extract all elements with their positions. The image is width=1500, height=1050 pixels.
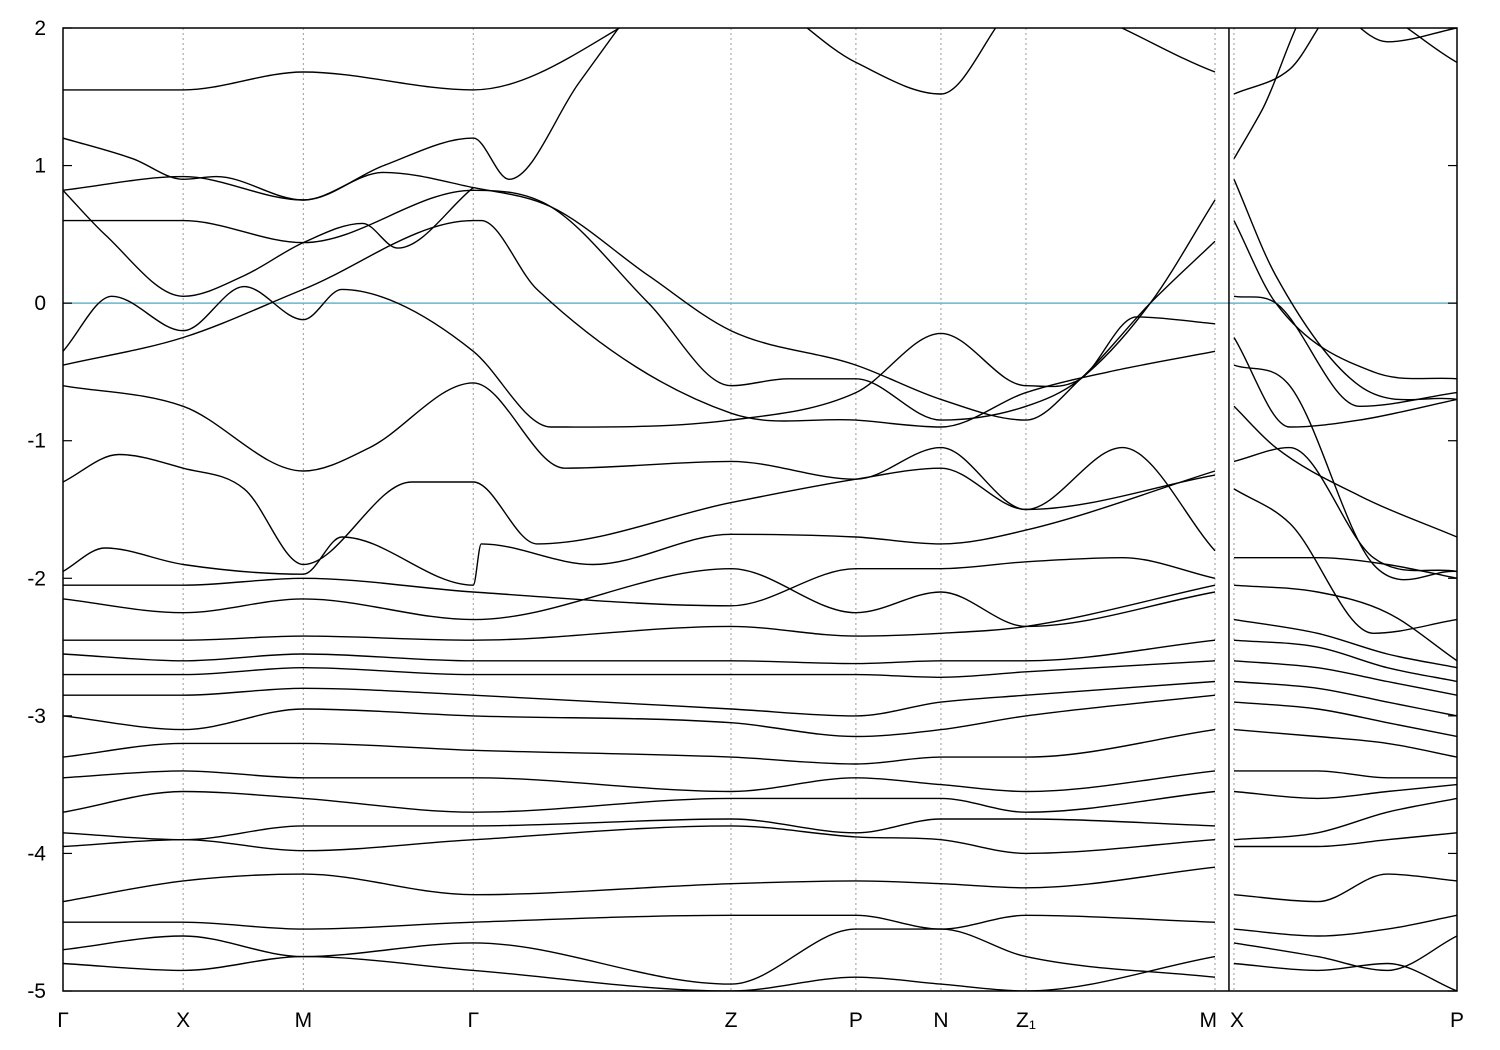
band-line [63, 171, 1216, 421]
y-tick-label: -5 [27, 980, 46, 1003]
k-point-label: X [1230, 1009, 1244, 1032]
bands [63, 28, 1457, 991]
band-line [63, 556, 1216, 607]
k-point-label: M [295, 1009, 313, 1032]
band-line [63, 567, 1216, 628]
k-point-label: P [1450, 1009, 1464, 1032]
k-point-label: Z [725, 1009, 738, 1032]
k-point-label: N [933, 1009, 948, 1032]
band-line [1233, 28, 1457, 160]
band-line [1233, 660, 1457, 696]
k-point-label: M [1200, 1009, 1218, 1032]
band-line [63, 790, 1216, 813]
band-line [1233, 680, 1457, 717]
band-line [63, 825, 1216, 855]
band-line [63, 728, 1216, 765]
band-line [63, 770, 1216, 793]
band-line [1233, 446, 1457, 573]
band-line [1233, 832, 1457, 848]
band-line [1233, 873, 1457, 903]
kpoint-grid [182, 28, 1235, 991]
band-line [1233, 728, 1457, 758]
y-tick-label: -1 [27, 430, 46, 453]
y-tick-label: 0 [34, 292, 46, 315]
k-point-label: P [849, 1009, 863, 1032]
plot-frame [62, 27, 1458, 992]
band-line [1234, 556, 1457, 579]
plot-area [63, 28, 1457, 991]
band-line [1233, 220, 1457, 380]
band-line [1233, 584, 1457, 662]
band-line [1233, 364, 1457, 581]
band-line [1233, 295, 1457, 408]
band-line [63, 28, 620, 201]
k-point-label: Z₁ [1016, 1009, 1036, 1032]
band-line [63, 187, 474, 298]
band-line [63, 285, 1216, 428]
y-tick-label: 1 [34, 155, 46, 178]
band-line [63, 818, 1216, 841]
k-point-label: Γ [467, 1009, 479, 1032]
band-line [1233, 701, 1457, 738]
band-line [1233, 179, 1457, 401]
band-line [1233, 797, 1457, 841]
band-line [1233, 914, 1457, 937]
band-line [63, 680, 1216, 717]
y-tick-label: -3 [27, 705, 46, 728]
band-line [63, 470, 1216, 586]
x-axis: Γ X M Γ Z P N Z₁ M X P [57, 1009, 1464, 1032]
band-line [1233, 28, 1457, 95]
y-axis: 2 1 0 -1 -2 -3 -4 -5 [27, 17, 1457, 1003]
band-line [63, 584, 1216, 641]
k-point-label: X [176, 1009, 190, 1032]
band-line [1233, 639, 1457, 683]
band-line [63, 866, 1216, 903]
band-line [63, 28, 1216, 95]
band-line [63, 694, 1216, 738]
band-line [63, 382, 1216, 552]
band-line [1233, 618, 1457, 669]
band-line [63, 928, 1216, 985]
band-line [63, 955, 1216, 991]
band-line [1233, 935, 1457, 972]
band-line [63, 453, 1216, 566]
band-line [63, 639, 1216, 665]
band-line [63, 660, 1216, 679]
band-line [1233, 783, 1457, 800]
y-tick-label: -2 [27, 567, 46, 590]
band-line [1234, 770, 1457, 779]
band-line [63, 219, 1216, 428]
band-line [1233, 405, 1457, 538]
y-tick-label: 2 [34, 17, 46, 40]
band-line [1233, 962, 1457, 991]
band-line [63, 914, 1216, 930]
k-point-label: Γ [57, 1009, 69, 1032]
y-tick-label: -4 [27, 842, 46, 865]
band-line [1233, 337, 1457, 428]
